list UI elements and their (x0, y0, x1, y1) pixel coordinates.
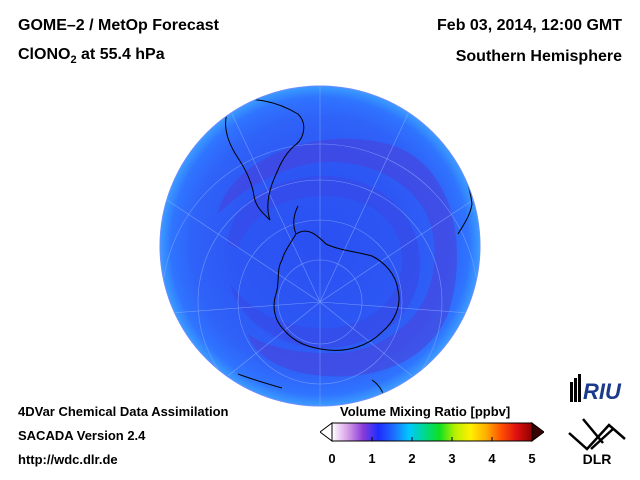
colorbar-tick-label: 2 (408, 451, 416, 466)
species-level: at 55.4 hPa (76, 46, 165, 63)
globe-rim (159, 85, 481, 407)
assimilation-system: 4DVar Chemical Data Assimilation (18, 404, 229, 419)
riu-logo-bar-1 (570, 382, 573, 402)
antarctica-outline (273, 230, 400, 351)
forecast-datetime: Feb 03, 2014, 12:00 GMT (437, 17, 622, 34)
hemisphere-globe (159, 85, 481, 407)
colorbar-tick-label: 0 (328, 451, 336, 466)
dlr-logo-mark-2 (582, 418, 604, 444)
colorbar-tick-label: 1 (368, 451, 376, 466)
colorbar-right-arrow (531, 422, 544, 442)
colorbar-left-arrow (320, 422, 333, 442)
riu-logo-bar-3 (578, 374, 581, 402)
dlr-logo-mark-3 (590, 428, 614, 450)
software-version: SACADA Version 2.4 (18, 428, 146, 443)
riu-logo-text: RIU (583, 379, 622, 404)
colorbar-ramp (331, 422, 533, 442)
colorbar-tick-marks (331, 437, 533, 441)
map-region: Southern Hemisphere (455, 48, 622, 65)
antarctic-peninsula (293, 205, 299, 235)
colorbar-tick-label: 5 (528, 451, 536, 466)
colorbar-tick-label: 3 (448, 451, 456, 466)
map-title-product: GOME–2 / MetOp Forecast (18, 17, 219, 34)
south-america-outline (225, 98, 305, 221)
riu-logo: RIU (570, 374, 622, 404)
species-subscript: 2 (70, 54, 77, 67)
australia-outline (237, 373, 283, 389)
dlr-logo-text: DLR (583, 451, 612, 467)
colorbar-tick-label: 4 (488, 451, 496, 466)
source-url[interactable]: http://wdc.dlr.de (18, 452, 118, 467)
dlr-logo: DLR (568, 418, 626, 467)
species-name: ClONO (18, 46, 71, 63)
colorbar (320, 422, 544, 442)
riu-logo-bar-2 (574, 378, 577, 402)
colorbar-title: Volume Mixing Ratio [ppbv] (340, 404, 511, 419)
map-title-species: ClONO2 at 55.4 hPa (18, 46, 165, 66)
